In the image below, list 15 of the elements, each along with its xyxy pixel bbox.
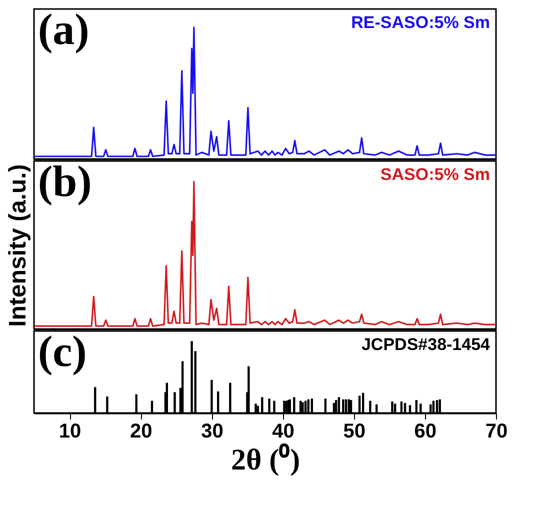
x-tick-label: 10: [58, 420, 82, 442]
annotation: (c): [38, 327, 87, 376]
text: JCPDS#38-1454: [361, 335, 491, 354]
text: SASO:5% Sm: [380, 165, 490, 184]
x-tick-label: 30: [201, 420, 224, 442]
x-tick-label: 60: [414, 420, 437, 442]
annotation: (b): [38, 157, 92, 206]
x-tick-label: 20: [130, 420, 152, 442]
text: RE-SASO:5% Sm: [351, 13, 490, 32]
x-tick-label: 40: [272, 420, 294, 442]
x-tick-label: 50: [343, 420, 366, 442]
annotation: (a): [38, 5, 90, 54]
y-axis-title: Intensity (a.u.): [4, 164, 32, 327]
x-tick-label: 70: [485, 420, 508, 442]
x-axis-title: 2θ (⁰): [230, 442, 300, 476]
